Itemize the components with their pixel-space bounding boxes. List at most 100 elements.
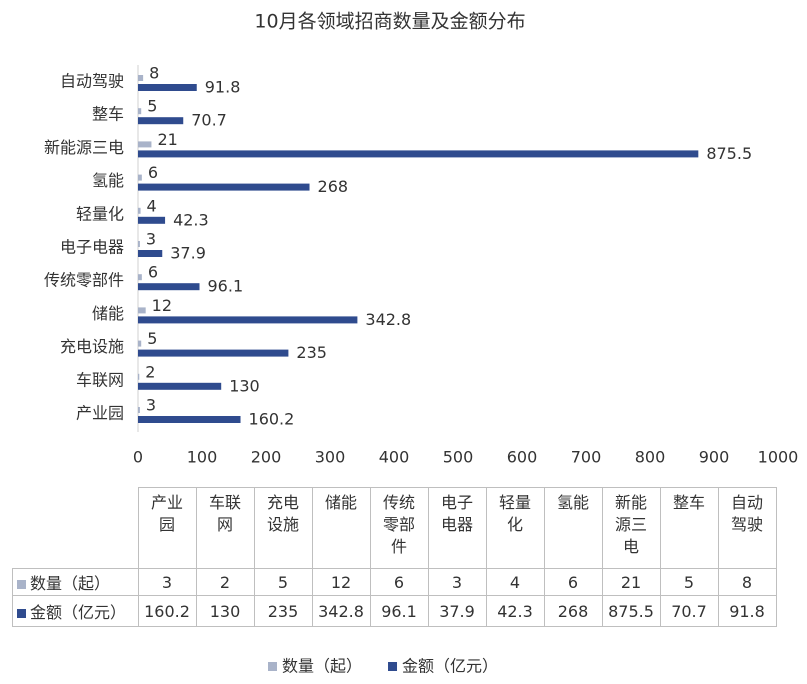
table-cell: 4	[485, 568, 545, 596]
data-label: 42.3	[173, 210, 209, 229]
table-header-text: 储能	[324, 493, 357, 512]
table-cell: 2	[195, 568, 255, 596]
data-label: 6	[148, 263, 158, 282]
table-cell: 70.7	[659, 595, 719, 627]
y-tick-label: 氢能	[92, 171, 124, 190]
table-header-cell: 整车	[659, 487, 719, 569]
table-cell: 5	[253, 568, 313, 596]
table-cell: 21	[601, 568, 661, 596]
table-cell: 6	[369, 568, 429, 596]
y-tick-label: 自动驾驶	[60, 72, 124, 91]
table-row-label: 金额（亿元）	[12, 595, 139, 627]
table-header-cell: 电子电器	[427, 487, 487, 569]
data-label: 235	[296, 343, 327, 362]
bar	[138, 241, 140, 247]
bar	[138, 75, 144, 81]
chart-title: 10月各领域招商数量及金额分布	[254, 11, 525, 33]
table-cell: 130	[195, 595, 255, 627]
data-label: 875.5	[706, 144, 752, 163]
table-cell: 8	[717, 568, 777, 596]
y-tick-label: 传统零部件	[44, 271, 124, 290]
table-row-label: 数量（起）	[12, 568, 139, 596]
y-tick-label: 整车	[92, 105, 124, 124]
table-header-text: 车联网	[208, 493, 241, 534]
data-label: 3	[146, 396, 156, 415]
legend-swatch	[268, 662, 277, 671]
bar	[138, 373, 140, 380]
x-tick-label: 700	[571, 448, 602, 467]
table-cell: 6	[543, 568, 603, 596]
table-cell: 875.5	[601, 595, 661, 627]
data-label: 70.7	[191, 111, 227, 130]
data-label: 96.1	[208, 277, 244, 296]
data-label: 2	[145, 362, 155, 381]
table-cell: 91.8	[717, 595, 777, 627]
y-tick-label: 新能源三电	[44, 138, 124, 157]
x-tick-label: 800	[635, 448, 666, 467]
data-label: 342.8	[365, 310, 411, 329]
table-header-text: 氢能	[556, 493, 589, 512]
data-label: 130	[229, 376, 260, 395]
x-tick-label: 200	[251, 448, 282, 467]
bar	[138, 283, 200, 291]
y-tick-label: 轻量化	[76, 204, 124, 223]
x-tick-label: 600	[507, 448, 538, 467]
table-header-cell: 车联网	[195, 487, 255, 569]
bar	[138, 416, 241, 423]
table-header-cell: 储能	[311, 487, 371, 569]
bar	[138, 407, 140, 413]
table-header-cell: 氢能	[543, 487, 603, 569]
table-cell: 268	[543, 595, 603, 627]
table-cell: 5	[659, 568, 719, 596]
y-tick-label: 车联网	[76, 370, 124, 389]
table-header-text: 充电设施	[266, 493, 299, 534]
table-cell: 3	[137, 568, 197, 596]
table-cell: 37.9	[427, 595, 487, 627]
bar	[138, 84, 197, 91]
table-cell: 42.3	[485, 595, 545, 627]
table-cell: 235	[253, 595, 313, 627]
data-label: 6	[148, 163, 158, 182]
table-header-cell: 传统零部件	[369, 487, 429, 569]
bar	[138, 274, 142, 281]
bar	[138, 174, 142, 181]
table-header-cell: 轻量化	[485, 487, 545, 569]
table-header-text: 整车	[672, 493, 705, 512]
table-header-text: 轻量化	[498, 493, 531, 534]
x-tick-label: 0	[133, 448, 143, 467]
data-label: 91.8	[205, 78, 241, 97]
table-cell: 160.2	[137, 595, 197, 627]
bar	[138, 207, 141, 214]
table-header-text: 新能源三电	[614, 493, 647, 556]
data-label: 21	[157, 130, 177, 149]
data-label: 5	[147, 97, 157, 116]
bar	[138, 349, 289, 357]
table-header-text: 产业园	[150, 493, 183, 534]
table-cell: 96.1	[369, 595, 429, 627]
table-header-cell: 新能源三电	[601, 487, 661, 569]
x-tick-label: 400	[379, 448, 410, 467]
table-cell: 342.8	[311, 595, 371, 627]
y-tick-label: 产业园	[76, 404, 124, 423]
table-header-text: 自动驾驶	[730, 493, 763, 534]
bar	[138, 216, 166, 224]
table-row-name: 数量（起）	[30, 574, 111, 593]
data-label: 268	[318, 177, 349, 196]
x-tick-label: 900	[699, 448, 730, 467]
data-table: 产业园 车联网 充电设施 储能 传统零部件 电子电器 轻量化 氢能 新能源三电 整车 自动驾驶 数量…	[12, 487, 777, 627]
table-row-name: 金额（亿元）	[30, 603, 127, 622]
data-label: 12	[152, 296, 172, 315]
bar	[138, 250, 163, 257]
data-label: 5	[147, 329, 157, 348]
bar	[138, 141, 152, 148]
x-tick-label: 500	[443, 448, 474, 467]
bar	[138, 382, 222, 390]
table-swatch	[17, 609, 26, 618]
data-label: 160.2	[249, 410, 295, 429]
x-tick-label: 100	[187, 448, 218, 467]
y-tick-label: 储能	[92, 304, 124, 323]
bar	[138, 340, 142, 347]
y-tick-label: 电子电器	[60, 238, 124, 257]
